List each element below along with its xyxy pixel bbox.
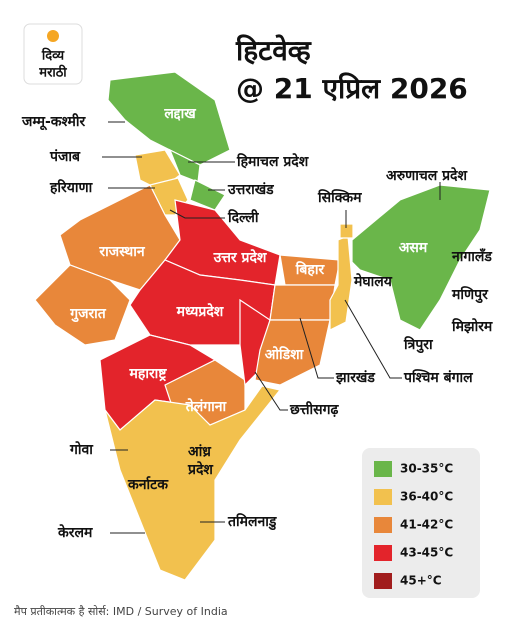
legend-label: 45+°C bbox=[400, 574, 442, 588]
region-label: मणिपुर bbox=[451, 286, 489, 304]
leader-lines bbox=[102, 121, 441, 534]
region-label: हरियाणा bbox=[49, 179, 94, 196]
region-shape bbox=[239, 298, 271, 387]
region-label: मध्यप्रदेश bbox=[176, 303, 224, 320]
legend: 30-35°C 36-40°C 41-42°C 43-45°C 45+°C bbox=[362, 448, 480, 598]
region-label: हिमाचल प्रदेश bbox=[236, 153, 309, 170]
source-note: मैप प्रतीकात्मक है सोर्स: IMD / Survey o… bbox=[14, 605, 228, 618]
region-shape bbox=[269, 284, 336, 321]
region-label: तेलंगाना bbox=[185, 398, 228, 415]
legend-label: 36-40°C bbox=[400, 490, 453, 504]
region-label: तमिलनाडु bbox=[227, 513, 277, 531]
region-label: गोवा bbox=[69, 441, 94, 458]
region-label: नागालँड bbox=[451, 248, 492, 265]
region-label: गुजरात bbox=[69, 306, 107, 323]
legend-swatch bbox=[374, 545, 392, 561]
region-label: जम्मू-कश्मीर bbox=[21, 113, 86, 131]
region-shape bbox=[339, 223, 354, 239]
legend-label: 43-45°C bbox=[400, 546, 453, 560]
region-label: महाराष्ट्र bbox=[129, 366, 168, 382]
logo-sun bbox=[47, 30, 59, 42]
logo-line1: दिव्य bbox=[41, 48, 65, 64]
leader-line bbox=[344, 299, 402, 379]
region-label: प्रदेश bbox=[187, 461, 213, 478]
logo-line2: मराठी bbox=[38, 65, 67, 81]
region-label: सिक्किम bbox=[317, 189, 362, 206]
legend-label: 30-35°C bbox=[400, 462, 453, 476]
leader-line bbox=[169, 209, 225, 219]
region-label: छत्तीसगढ़ bbox=[289, 401, 339, 418]
legend-swatch bbox=[374, 489, 392, 505]
region-label: कर्नाटक bbox=[127, 476, 169, 493]
region-label: केरलम bbox=[57, 524, 93, 541]
map bbox=[34, 71, 491, 581]
region-shape bbox=[34, 264, 131, 346]
logo-box bbox=[23, 23, 83, 85]
region-label: मेघालय bbox=[353, 273, 393, 290]
region-label: उत्तर प्रदेश bbox=[213, 249, 267, 266]
region-label: मिझोरम bbox=[451, 318, 493, 335]
region-label: राजस्थान bbox=[98, 244, 145, 260]
region-label: अरुणाचल प्रदेश bbox=[386, 167, 467, 184]
legend-swatch bbox=[374, 461, 392, 477]
logo: दिव्य मराठी bbox=[23, 23, 83, 85]
region-label: ओडिशा bbox=[265, 346, 305, 363]
leader-line bbox=[254, 371, 288, 411]
region-label: दिल्ली bbox=[227, 209, 260, 226]
leader-line bbox=[299, 317, 334, 379]
region-shape bbox=[104, 385, 282, 581]
title-line1: हिटवेव्ह bbox=[235, 34, 312, 67]
region-label: पंजाब bbox=[49, 149, 81, 165]
title-line2: @ 21 एप्रिल 2026 bbox=[236, 72, 468, 105]
region-label: पश्चिम बंगाल bbox=[403, 369, 473, 386]
region-shape bbox=[329, 235, 353, 331]
region-label: आंध्र bbox=[188, 444, 212, 460]
legend-swatch bbox=[374, 517, 392, 533]
region-label: उत्तराखंड bbox=[227, 182, 274, 198]
legend-swatch bbox=[374, 573, 392, 589]
legend-label: 41-42°C bbox=[400, 518, 453, 532]
region-label: झारखंड bbox=[335, 370, 375, 386]
region-label: असम bbox=[399, 240, 428, 256]
region-label: बिहार bbox=[295, 261, 326, 278]
region-label: लद्दाख bbox=[163, 106, 196, 122]
region-label: त्रिपुरा bbox=[403, 336, 434, 354]
